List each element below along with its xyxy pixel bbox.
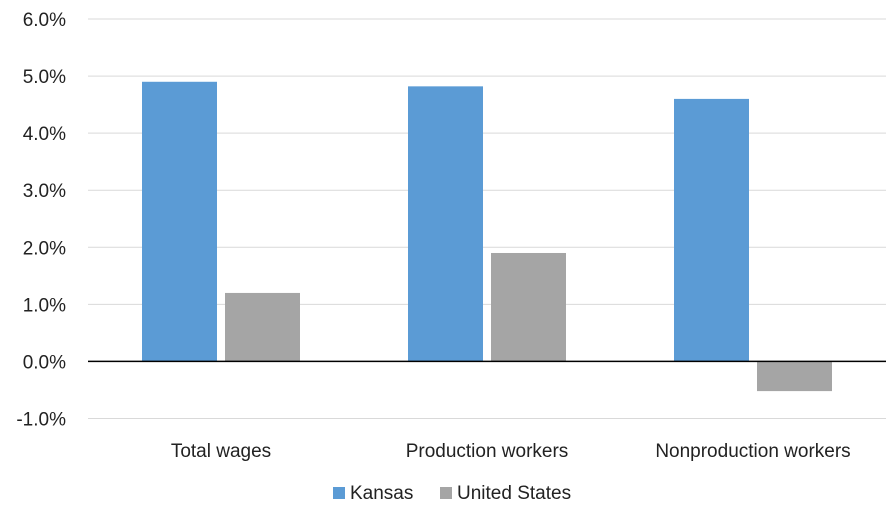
y-tick-label: 6.0% — [23, 10, 66, 31]
y-tick-label: 0.0% — [23, 352, 66, 373]
bar-united-states — [757, 361, 832, 392]
y-tick-label: -1.0% — [16, 410, 66, 431]
gridlines — [88, 18, 886, 419]
bar-kansas — [142, 81, 217, 362]
y-tick-label: 4.0% — [23, 124, 66, 145]
y-tick-label: 2.0% — [23, 238, 66, 259]
bar-kansas — [674, 98, 749, 362]
category-label: Nonproduction workers — [655, 441, 850, 462]
y-axis-tick-labels: 6.0% 5.0% 4.0% 3.0% 2.0% 1.0% 0.0% -1.0% — [16, 10, 66, 431]
legend-label: United States — [457, 483, 571, 504]
bar-united-states — [491, 252, 566, 362]
bars — [142, 81, 832, 392]
y-tick-label: 3.0% — [23, 181, 66, 202]
y-tick-label: 5.0% — [23, 67, 66, 88]
legend: Kansas United States — [333, 483, 571, 504]
legend-label: Kansas — [350, 483, 413, 504]
y-tick-label: 1.0% — [23, 295, 66, 316]
category-label: Production workers — [406, 441, 569, 462]
legend-swatch-united-states — [440, 487, 452, 499]
bar-united-states — [225, 292, 300, 362]
category-label: Total wages — [171, 441, 271, 462]
bar-kansas — [408, 86, 483, 362]
category-labels: Total wages Production workers Nonproducti… — [171, 441, 851, 462]
legend-swatch-kansas — [333, 487, 345, 499]
